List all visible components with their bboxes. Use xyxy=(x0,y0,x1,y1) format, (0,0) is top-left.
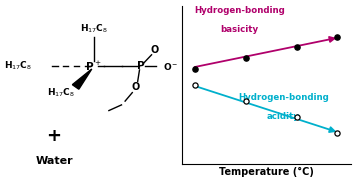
Point xyxy=(334,131,340,134)
Text: H$_{17}$C$_8$: H$_{17}$C$_8$ xyxy=(47,86,75,99)
Text: Hydrogen-bonding: Hydrogen-bonding xyxy=(194,6,285,15)
Text: H$_{17}$C$_8$: H$_{17}$C$_8$ xyxy=(4,60,32,72)
Point xyxy=(193,68,198,71)
Text: acidity: acidity xyxy=(267,112,300,121)
X-axis label: Temperature (°C): Temperature (°C) xyxy=(219,167,314,177)
Point xyxy=(243,57,249,60)
Polygon shape xyxy=(72,69,92,89)
Point xyxy=(243,99,249,102)
Text: Water: Water xyxy=(35,156,73,166)
Text: +: + xyxy=(46,127,62,145)
Text: O$^-$: O$^-$ xyxy=(163,61,179,72)
Text: P$^+$: P$^+$ xyxy=(85,60,102,73)
Text: P: P xyxy=(138,61,145,71)
Point xyxy=(193,84,198,87)
Point xyxy=(294,115,300,118)
Text: basicity: basicity xyxy=(220,25,258,34)
Point xyxy=(294,45,300,48)
Text: Hydrogen-bonding: Hydrogen-bonding xyxy=(238,93,329,102)
Text: O: O xyxy=(151,45,159,55)
Text: H$_{17}$C$_8$: H$_{17}$C$_8$ xyxy=(80,22,108,35)
Text: O: O xyxy=(132,82,140,92)
Point xyxy=(334,36,340,39)
